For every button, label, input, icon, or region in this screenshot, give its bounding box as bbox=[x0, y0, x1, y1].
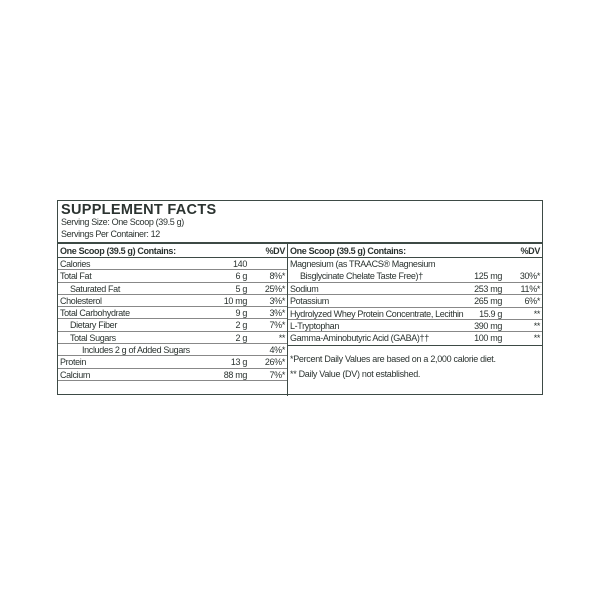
nutrient-amount: 100 mg bbox=[474, 333, 502, 344]
nutrient-row: Gamma-Aminobutyric Acid (GABA)†† 100 mg ** bbox=[288, 332, 542, 344]
left-header-row: One Scoop (39.5 g) Contains: %DV bbox=[58, 244, 287, 258]
nutrient-row: Sodium 253 mg 11%* bbox=[288, 283, 542, 296]
nutrient-dv: ** bbox=[533, 308, 541, 319]
nutrient-label: Total Carbohydrate bbox=[60, 308, 130, 319]
nutrient-label: Protein bbox=[60, 357, 87, 368]
nutrient-dv: ** bbox=[533, 333, 541, 344]
nutrient-row: Calories 140 bbox=[58, 258, 287, 271]
right-header: One Scoop (39.5 g) Contains: bbox=[290, 246, 406, 256]
nutrient-label: Total Sugars bbox=[70, 332, 116, 343]
nutrient-row: Calcium 88 mg 7%* bbox=[58, 369, 287, 381]
nutrient-dv: 4%* bbox=[269, 345, 286, 356]
footnote-not-established: ** Daily Value (DV) not established. bbox=[290, 369, 421, 380]
right-column: One Scoop (39.5 g) Contains: %DV Magnesi… bbox=[288, 242, 542, 388]
nutrient-amount: 265 mg bbox=[474, 296, 502, 307]
servings-per-container: Servings Per Container: 12 bbox=[61, 229, 160, 239]
nutrient-amount: 13 g bbox=[230, 357, 247, 368]
supplement-facts-panel: SUPPLEMENT FACTS Serving Size: One Scoop… bbox=[57, 200, 543, 396]
nutrient-label: Potassium bbox=[290, 296, 329, 307]
nutrient-dv: ** bbox=[533, 320, 541, 331]
nutrient-label: Gamma-Aminobutyric Acid (GABA)†† bbox=[290, 333, 429, 344]
nutrient-row: Protein 13 g 26%* bbox=[58, 356, 287, 369]
nutrient-label: Sodium bbox=[290, 284, 319, 294]
nutrient-dv: 26%* bbox=[264, 357, 285, 368]
nutrient-label: Dietary Fiber bbox=[70, 320, 117, 331]
nutrient-label-line2: Bisglycinate Chelate Taste Free)† bbox=[300, 271, 423, 281]
nutrient-label: Calcium bbox=[60, 369, 91, 380]
nutrient-amount: 253 mg bbox=[474, 284, 502, 294]
nutrient-row: Dietary Fiber 2 g 7%* bbox=[58, 319, 287, 332]
nutrient-row: Saturated Fat 5 g 25%* bbox=[58, 283, 287, 295]
nutrient-amount: 10 mg bbox=[223, 295, 248, 306]
nutrient-row: Total Sugars 2 g ** bbox=[58, 332, 287, 345]
nutrient-label: Calories bbox=[60, 259, 91, 269]
nutrient-row: Total Fat 6 g 8%* bbox=[58, 270, 287, 283]
nutrient-amount: 390 mg bbox=[474, 320, 502, 331]
nutrient-dv: 30%* bbox=[519, 271, 540, 281]
nutrient-label: Total Fat bbox=[60, 271, 92, 282]
nutrient-dv: 7%* bbox=[269, 369, 286, 380]
nutrient-row: L-Tryptophan 390 mg ** bbox=[288, 320, 542, 333]
nutrient-amount: 2 g bbox=[235, 320, 248, 331]
nutrient-label: Saturated Fat bbox=[70, 283, 120, 294]
nutrient-dv: ** bbox=[278, 332, 286, 343]
nutrient-dv: 25%* bbox=[264, 283, 285, 294]
nutrient-amount: 140 bbox=[233, 259, 247, 269]
serving-size: Serving Size: One Scoop (39.5 g) bbox=[61, 217, 184, 227]
nutrient-row: Includes 2 g of Added Sugars 4%* bbox=[58, 344, 287, 357]
nutrient-amount: 2 g bbox=[235, 332, 248, 343]
nutrient-label: Cholesterol bbox=[60, 295, 102, 306]
nutrient-row: Potassium 265 mg 6%* bbox=[288, 295, 542, 308]
left-header: One Scoop (39.5 g) Contains: bbox=[60, 246, 176, 256]
nutrient-row: Hydrolyzed Whey Protein Concentrate, Lec… bbox=[288, 308, 542, 320]
nutrient-amount: 6 g bbox=[235, 271, 248, 282]
nutrient-amount: 9 g bbox=[235, 308, 248, 319]
nutrient-row-magnesium: Magnesium (as TRAACS® Magnesium Bisglyci… bbox=[288, 258, 542, 283]
nutrient-dv: 7%* bbox=[269, 320, 286, 331]
nutrient-amount: 88 mg bbox=[223, 369, 248, 380]
nutrient-label: L-Tryptophan bbox=[290, 320, 339, 331]
nutrient-dv: 6%* bbox=[524, 296, 541, 307]
nutrient-amount: 5 g bbox=[235, 283, 248, 294]
nutrient-dv: 3%* bbox=[269, 295, 286, 306]
nutrient-amount: 15.9 g bbox=[479, 308, 502, 319]
nutrient-label: Hydrolyzed Whey Protein Concentrate, Lec… bbox=[290, 308, 464, 319]
left-dv-header: %DV bbox=[265, 246, 286, 256]
nutrient-dv: 3%* bbox=[269, 308, 286, 319]
left-column: One Scoop (39.5 g) Contains: %DV Calorie… bbox=[58, 242, 288, 396]
right-header-row: One Scoop (39.5 g) Contains: %DV bbox=[288, 244, 542, 258]
nutrient-dv: 11%* bbox=[520, 284, 541, 294]
nutrient-row: Total Carbohydrate 9 g 3%* bbox=[58, 307, 287, 320]
nutrient-label: Magnesium (as TRAACS® Magnesium bbox=[290, 259, 436, 269]
footnote-dv: *Percent Daily Values are based on a 2,0… bbox=[290, 354, 496, 365]
nutrient-amount: 125 mg bbox=[474, 271, 502, 281]
nutrient-row: Cholesterol 10 mg 3%* bbox=[58, 295, 287, 308]
right-dv-header: %DV bbox=[520, 246, 541, 256]
nutrient-label: Includes 2 g of Added Sugars bbox=[82, 345, 190, 356]
footnotes: *Percent Daily Values are based on a 2,0… bbox=[288, 345, 542, 388]
panel-title: SUPPLEMENT FACTS bbox=[61, 202, 217, 218]
nutrient-dv: 8%* bbox=[269, 271, 286, 282]
